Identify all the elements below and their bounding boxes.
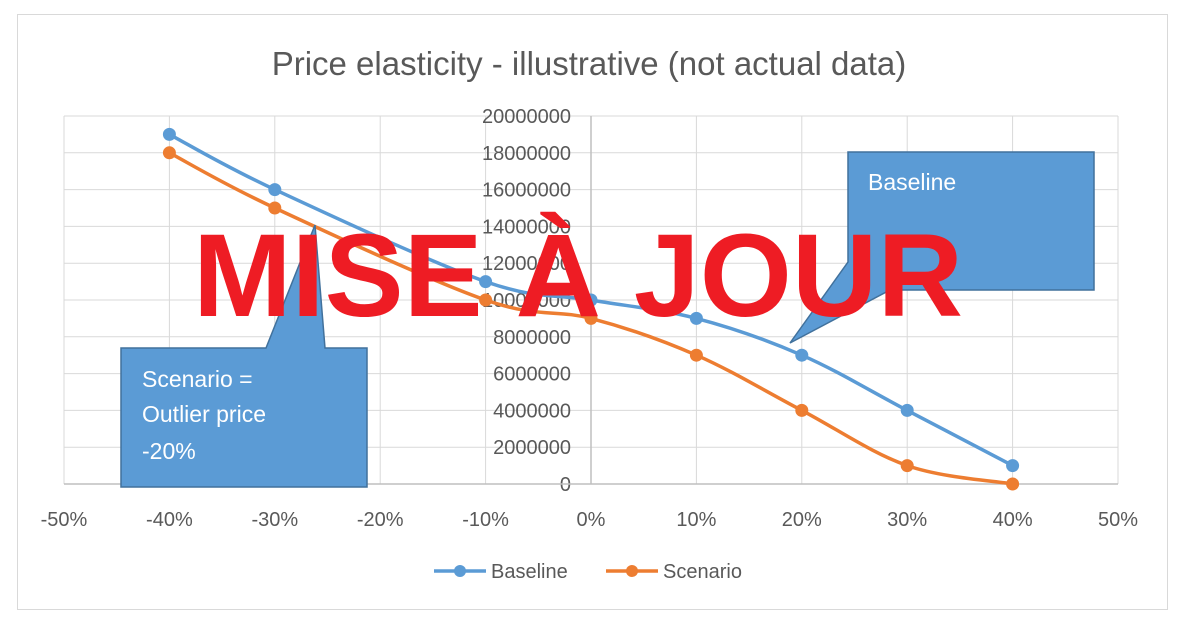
y-tick-label: 6000000 (493, 364, 571, 386)
callout-scenario-line-2: Outlier price (142, 401, 266, 427)
x-tick-label: -40% (146, 509, 193, 531)
series-layer (162, 127, 1020, 491)
data-point-scenario (479, 293, 493, 307)
data-point-baseline (1006, 459, 1020, 473)
series-line-scenario (167, 151, 1015, 486)
y-axis: 0200000040000006000000800000010000000120… (482, 106, 592, 496)
data-point-scenario (162, 146, 176, 160)
data-point-baseline (162, 127, 176, 141)
x-tick-label: 10% (676, 509, 716, 531)
y-tick-label: 14000000 (482, 216, 571, 238)
legend: Baseline Scenario (434, 561, 742, 583)
data-point-baseline (900, 403, 914, 417)
callout-baseline-text: Baseline (868, 169, 956, 195)
callout-scenario-line-1: Scenario = (142, 366, 253, 392)
data-point-scenario (795, 403, 809, 417)
update-stamp: MISE À JOUR (193, 210, 963, 342)
x-tick-label: 30% (887, 509, 927, 531)
data-point-scenario (689, 348, 703, 362)
data-point-baseline (479, 275, 493, 289)
legend-scenario-label: Scenario (663, 561, 742, 583)
x-tick-label: -20% (357, 509, 404, 531)
y-tick-label: 4000000 (493, 400, 571, 422)
data-point-baseline (268, 183, 282, 197)
data-point-baseline (795, 348, 809, 362)
y-tick-label: 16000000 (482, 180, 571, 202)
callout-baseline-shape (789, 151, 1095, 344)
data-point-scenario (1006, 477, 1020, 491)
y-tick-label: 2000000 (493, 437, 571, 459)
chart-frame (17, 14, 1168, 610)
callout-scenario-line-3: -20% (142, 438, 196, 464)
y-tick-label: 20000000 (482, 106, 571, 128)
callout-baseline: Baseline (789, 151, 1095, 344)
x-tick-label: 40% (993, 509, 1033, 531)
x-tick-label: 0% (577, 509, 606, 531)
y-tick-label: 18000000 (482, 143, 571, 165)
data-point-scenario (584, 311, 598, 325)
data-point-scenario (268, 201, 282, 215)
callout-scenario: Scenario = Outlier price -20% (120, 224, 368, 488)
x-tick-label: -50% (41, 509, 88, 531)
y-tick-label: 8000000 (493, 327, 571, 349)
y-tick-label: 12000000 (482, 253, 571, 275)
data-point-baseline (584, 293, 598, 307)
series-line-baseline (167, 132, 1015, 468)
data-point-scenario (900, 459, 914, 473)
x-tick-label: 50% (1098, 509, 1138, 531)
callout-scenario-shape (120, 224, 368, 488)
legend-baseline-label: Baseline (491, 561, 568, 583)
legend-scenario-marker (626, 565, 638, 577)
data-point-baseline (689, 311, 703, 325)
chart-title: Price elasticity - illustrative (not act… (272, 45, 907, 82)
x-tick-label: 20% (782, 509, 822, 531)
y-tick-label: 0 (560, 474, 571, 496)
x-tick-label: -10% (462, 509, 509, 531)
legend-baseline-marker (454, 565, 466, 577)
x-tick-label: -30% (251, 509, 298, 531)
x-axis: -50% -40% -30% -20% -10% 0% 10% 20% 30% 40% 50% (41, 483, 1138, 531)
